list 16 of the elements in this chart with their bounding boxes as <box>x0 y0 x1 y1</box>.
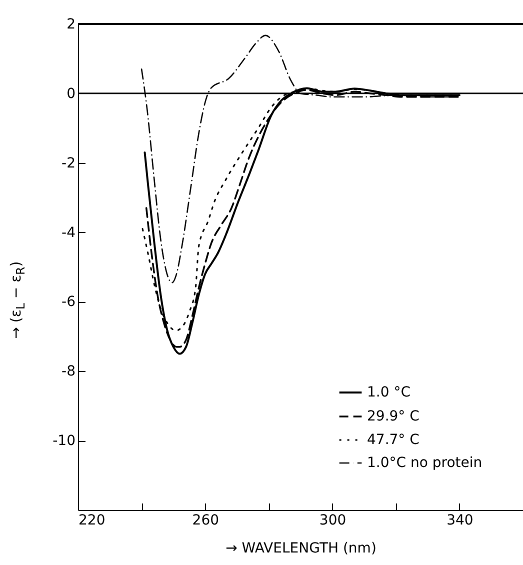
y-tick-label: -6 <box>62 294 76 310</box>
x-tick-label: 300 <box>319 512 346 528</box>
y-tick-label: -4 <box>62 224 76 241</box>
legend-label: 29.9° C <box>367 408 420 424</box>
y-tick-label: -2 <box>62 155 76 172</box>
legend-label: 1.0°C no protein <box>367 455 482 471</box>
y-tick-label: 0 <box>66 86 76 102</box>
x-tick-label: 220 <box>78 512 106 528</box>
y-tick-label: -8 <box>62 364 76 380</box>
y-tick-label: 2 <box>66 16 76 32</box>
x-tick-label: 260 <box>192 512 220 528</box>
legend-label: 47.7° C <box>367 432 420 448</box>
y-tick-label: -10 <box>52 433 76 450</box>
x-axis-title: → WAVELENGTH (nm) <box>226 540 376 556</box>
x-tick-label: 340 <box>446 512 474 528</box>
legend-label: 1.0 °C <box>367 384 411 400</box>
